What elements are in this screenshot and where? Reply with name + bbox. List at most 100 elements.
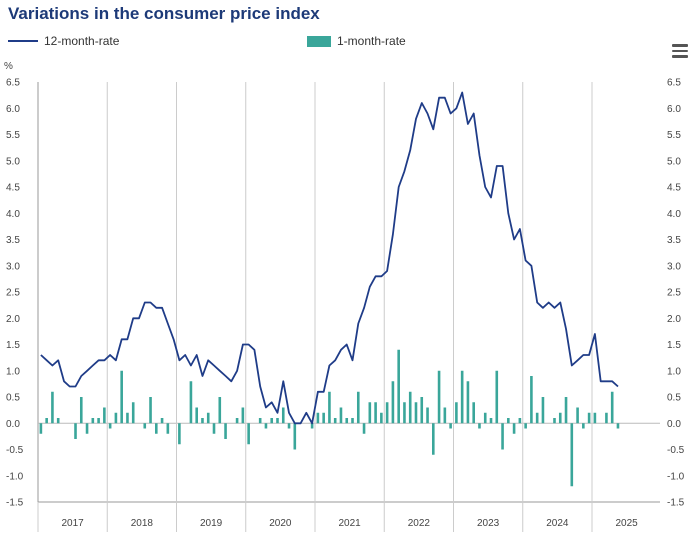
x-tick-label-year: 2023 — [477, 518, 500, 529]
bar-1-month-rate — [501, 423, 504, 450]
bar-1-month-rate — [466, 381, 470, 424]
bar-1-month-rate — [293, 423, 297, 450]
legend-item-12-month-rate[interactable]: 12-month-rate — [8, 34, 119, 48]
bar-1-month-rate — [97, 418, 100, 424]
y-tick-label-left: 5.5 — [6, 130, 20, 141]
y-tick-label-right: 5.5 — [667, 130, 681, 141]
y-tick-label-left: 2.0 — [6, 314, 20, 325]
y-tick-label-right: -1.0 — [667, 471, 685, 482]
bar-1-month-rate — [310, 423, 314, 429]
y-tick-label-right: 1.5 — [667, 340, 681, 351]
bar-1-month-rate — [483, 412, 487, 424]
bar-1-month-rate — [530, 376, 533, 424]
y-tick-label-right: 6.5 — [667, 78, 681, 89]
bar-1-month-rate — [45, 418, 48, 424]
bar-1-month-rate — [570, 423, 574, 487]
bar-1-month-rate — [351, 418, 354, 424]
y-tick-label-left: 4.0 — [6, 209, 20, 220]
bar-1-month-rate — [201, 418, 204, 424]
bar-1-month-rate — [472, 402, 475, 424]
legend-bar-swatch — [307, 35, 331, 47]
y-tick-label-left: 1.5 — [6, 340, 20, 351]
bar-1-month-rate — [535, 412, 539, 424]
x-tick-label-year: 2021 — [339, 518, 362, 529]
y-tick-label-left: 6.0 — [6, 104, 20, 115]
y-tick-label-left: 4.5 — [6, 183, 20, 194]
y-axis-unit: % — [4, 61, 13, 72]
bar-1-month-rate — [432, 423, 435, 455]
bar-1-month-rate — [149, 397, 152, 424]
chart-legend: 12-month-rate 1-month-rate — [8, 34, 568, 50]
bar-1-month-rate — [339, 407, 343, 424]
x-tick-label-year: 2019 — [200, 518, 223, 529]
y-tick-label-right: 5.0 — [667, 156, 681, 167]
bar-1-month-rate — [131, 402, 135, 424]
y-tick-label-right: 2.0 — [667, 314, 681, 325]
chart-title: Variations in the consumer price index — [8, 4, 320, 23]
bar-1-month-rate — [524, 423, 527, 429]
bar-1-month-rate — [414, 402, 418, 424]
bar-1-month-rate — [235, 418, 239, 424]
bar-1-month-rate — [322, 412, 325, 424]
bar-1-month-rate — [408, 391, 412, 424]
bar-1-month-rate — [126, 412, 129, 424]
bar-1-month-rate — [108, 423, 112, 429]
bar-1-month-rate — [616, 423, 620, 429]
x-tick-label-year: 2025 — [616, 518, 639, 529]
y-tick-label-left: 5.0 — [6, 156, 20, 167]
legend-item-1-month-rate[interactable]: 1-month-rate — [307, 34, 406, 48]
bar-1-month-rate — [166, 423, 170, 434]
y-tick-label-left: 6.5 — [6, 78, 20, 89]
bar-1-month-rate — [391, 381, 395, 424]
bar-1-month-rate — [605, 412, 608, 424]
x-tick-label-year: 2018 — [131, 518, 154, 529]
legend-label-1-month-rate: 1-month-rate — [337, 34, 406, 48]
y-tick-label-left: 2.5 — [6, 288, 20, 299]
legend-line-swatch — [8, 40, 38, 42]
bar-1-month-rate — [512, 423, 516, 434]
y-tick-label-right: 4.0 — [667, 209, 681, 220]
bar-1-month-rate — [195, 407, 198, 424]
bar-1-month-rate — [443, 407, 447, 424]
bar-1-month-rate — [455, 402, 458, 424]
x-tick-label-year: 2022 — [408, 518, 431, 529]
bar-1-month-rate — [39, 423, 43, 434]
bar-1-month-rate — [495, 370, 499, 424]
y-tick-label-right: 4.5 — [667, 183, 681, 194]
y-tick-label-left: -1.5 — [6, 498, 24, 509]
bar-1-month-rate — [576, 407, 579, 424]
bar-1-month-rate — [518, 418, 522, 424]
bar-1-month-rate — [51, 391, 54, 424]
bar-1-month-rate — [264, 423, 268, 429]
y-tick-label-left: 3.0 — [6, 261, 20, 272]
bar-1-month-rate — [224, 423, 227, 439]
bar-1-month-rate — [541, 397, 545, 424]
bar-1-month-rate — [143, 423, 147, 429]
bar-1-month-rate — [362, 423, 366, 434]
bar-1-month-rate — [489, 418, 493, 424]
bar-1-month-rate — [374, 402, 377, 424]
bar-1-month-rate — [478, 423, 481, 429]
bar-1-month-rate — [56, 418, 60, 424]
bar-1-month-rate — [206, 412, 210, 424]
y-tick-label-right: -0.5 — [667, 445, 685, 456]
legend-label-12-month-rate: 12-month-rate — [44, 34, 120, 48]
bar-1-month-rate — [247, 423, 250, 445]
bar-1-month-rate — [345, 418, 349, 424]
y-tick-label-left: 0.5 — [6, 393, 20, 404]
bar-1-month-rate — [270, 418, 274, 424]
bar-1-month-rate — [160, 418, 164, 424]
y-tick-label-right: -1.5 — [667, 498, 685, 509]
bar-1-month-rate — [241, 407, 245, 424]
line-12-month-rate — [40, 91, 619, 425]
bar-1-month-rate — [564, 397, 568, 424]
bar-1-month-rate — [276, 418, 279, 424]
bar-1-month-rate — [397, 349, 400, 424]
y-tick-label-right: 3.5 — [667, 235, 681, 246]
y-tick-label-left: 0.0 — [6, 419, 20, 430]
y-tick-label-left: -1.0 — [6, 471, 24, 482]
bar-1-month-rate — [178, 423, 181, 445]
y-tick-label-right: 3.0 — [667, 261, 681, 272]
hamburger-menu-icon[interactable] — [672, 44, 688, 58]
